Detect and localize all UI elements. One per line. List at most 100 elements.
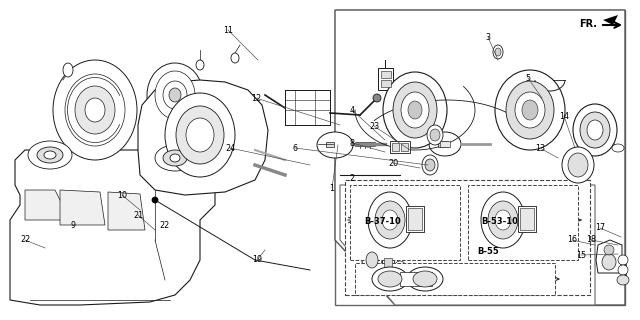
Text: 19: 19 [252,255,262,265]
Ellipse shape [495,70,565,150]
Ellipse shape [495,210,511,230]
Ellipse shape [366,252,378,268]
Ellipse shape [368,192,412,248]
Polygon shape [596,240,622,273]
Text: 13: 13 [535,143,545,153]
Ellipse shape [430,129,440,141]
Ellipse shape [618,265,628,275]
Text: B-37-10: B-37-10 [365,218,401,227]
Polygon shape [108,192,145,230]
Text: 5: 5 [525,74,531,83]
Bar [468,185,578,260]
Ellipse shape [196,60,204,70]
Ellipse shape [618,255,628,265]
Ellipse shape [481,192,525,248]
Ellipse shape [383,72,447,148]
Ellipse shape [63,63,73,77]
Text: 3: 3 [486,33,490,42]
Bar [518,206,536,232]
Bar [520,208,534,230]
Text: 2: 2 [349,173,355,182]
Text: 21: 21 [133,211,143,220]
Bar [285,90,330,125]
Ellipse shape [373,94,381,102]
Text: B-55: B-55 [477,247,499,257]
Text: 1: 1 [330,183,335,193]
Bar [381,71,391,78]
Bar [408,208,422,230]
Ellipse shape [422,155,438,175]
Bar [390,141,410,153]
Ellipse shape [362,247,382,273]
Ellipse shape [587,120,603,140]
Text: 11: 11 [223,26,233,35]
Polygon shape [340,185,595,305]
Ellipse shape [427,125,443,145]
Ellipse shape [317,132,353,158]
Text: B-53-10: B-53-10 [481,218,518,227]
Bar [392,143,399,151]
Ellipse shape [573,104,617,156]
Ellipse shape [155,145,195,171]
Ellipse shape [617,275,629,285]
Ellipse shape [378,271,402,287]
Bar [285,90,330,125]
Ellipse shape [488,201,518,239]
Polygon shape [138,80,268,195]
Ellipse shape [165,93,235,177]
Ellipse shape [37,147,63,163]
Text: 14: 14 [559,111,569,121]
Text: 12: 12 [251,93,261,102]
Bar [438,141,448,147]
Text: 6: 6 [292,143,298,153]
Ellipse shape [515,92,545,128]
Bar [345,180,590,295]
Bar [335,10,625,305]
Ellipse shape [407,267,443,291]
Ellipse shape [44,151,56,159]
Text: 18: 18 [586,236,596,244]
Ellipse shape [393,82,437,138]
Ellipse shape [75,86,115,134]
Ellipse shape [65,74,125,146]
Ellipse shape [602,254,616,270]
Ellipse shape [413,271,437,287]
Ellipse shape [28,141,72,169]
Ellipse shape [170,154,180,162]
Ellipse shape [85,98,105,122]
Ellipse shape [169,88,181,102]
Ellipse shape [186,118,214,152]
Ellipse shape [604,245,614,255]
Text: 20: 20 [388,158,398,167]
Ellipse shape [425,159,435,171]
Ellipse shape [163,150,187,166]
Text: FR.: FR. [579,19,597,29]
Text: 22: 22 [20,236,30,244]
Ellipse shape [612,144,624,152]
Ellipse shape [522,100,538,120]
Text: 16: 16 [567,236,577,244]
Ellipse shape [568,153,588,177]
Bar [406,206,424,232]
Ellipse shape [372,267,408,291]
Ellipse shape [375,201,405,239]
Polygon shape [335,10,625,305]
Bar [378,68,393,90]
Ellipse shape [152,197,158,203]
Ellipse shape [408,101,422,119]
Text: 22: 22 [159,220,169,229]
Ellipse shape [493,45,503,59]
Bar [381,80,391,87]
Polygon shape [10,150,215,305]
Ellipse shape [562,147,594,183]
Text: 9: 9 [70,220,76,229]
Ellipse shape [394,261,406,275]
Bar [326,142,334,147]
Ellipse shape [155,71,195,119]
Polygon shape [603,15,618,25]
Text: 4: 4 [349,106,355,115]
Bar [400,272,432,286]
Polygon shape [25,190,70,220]
Ellipse shape [429,132,461,156]
Bar [384,258,392,268]
